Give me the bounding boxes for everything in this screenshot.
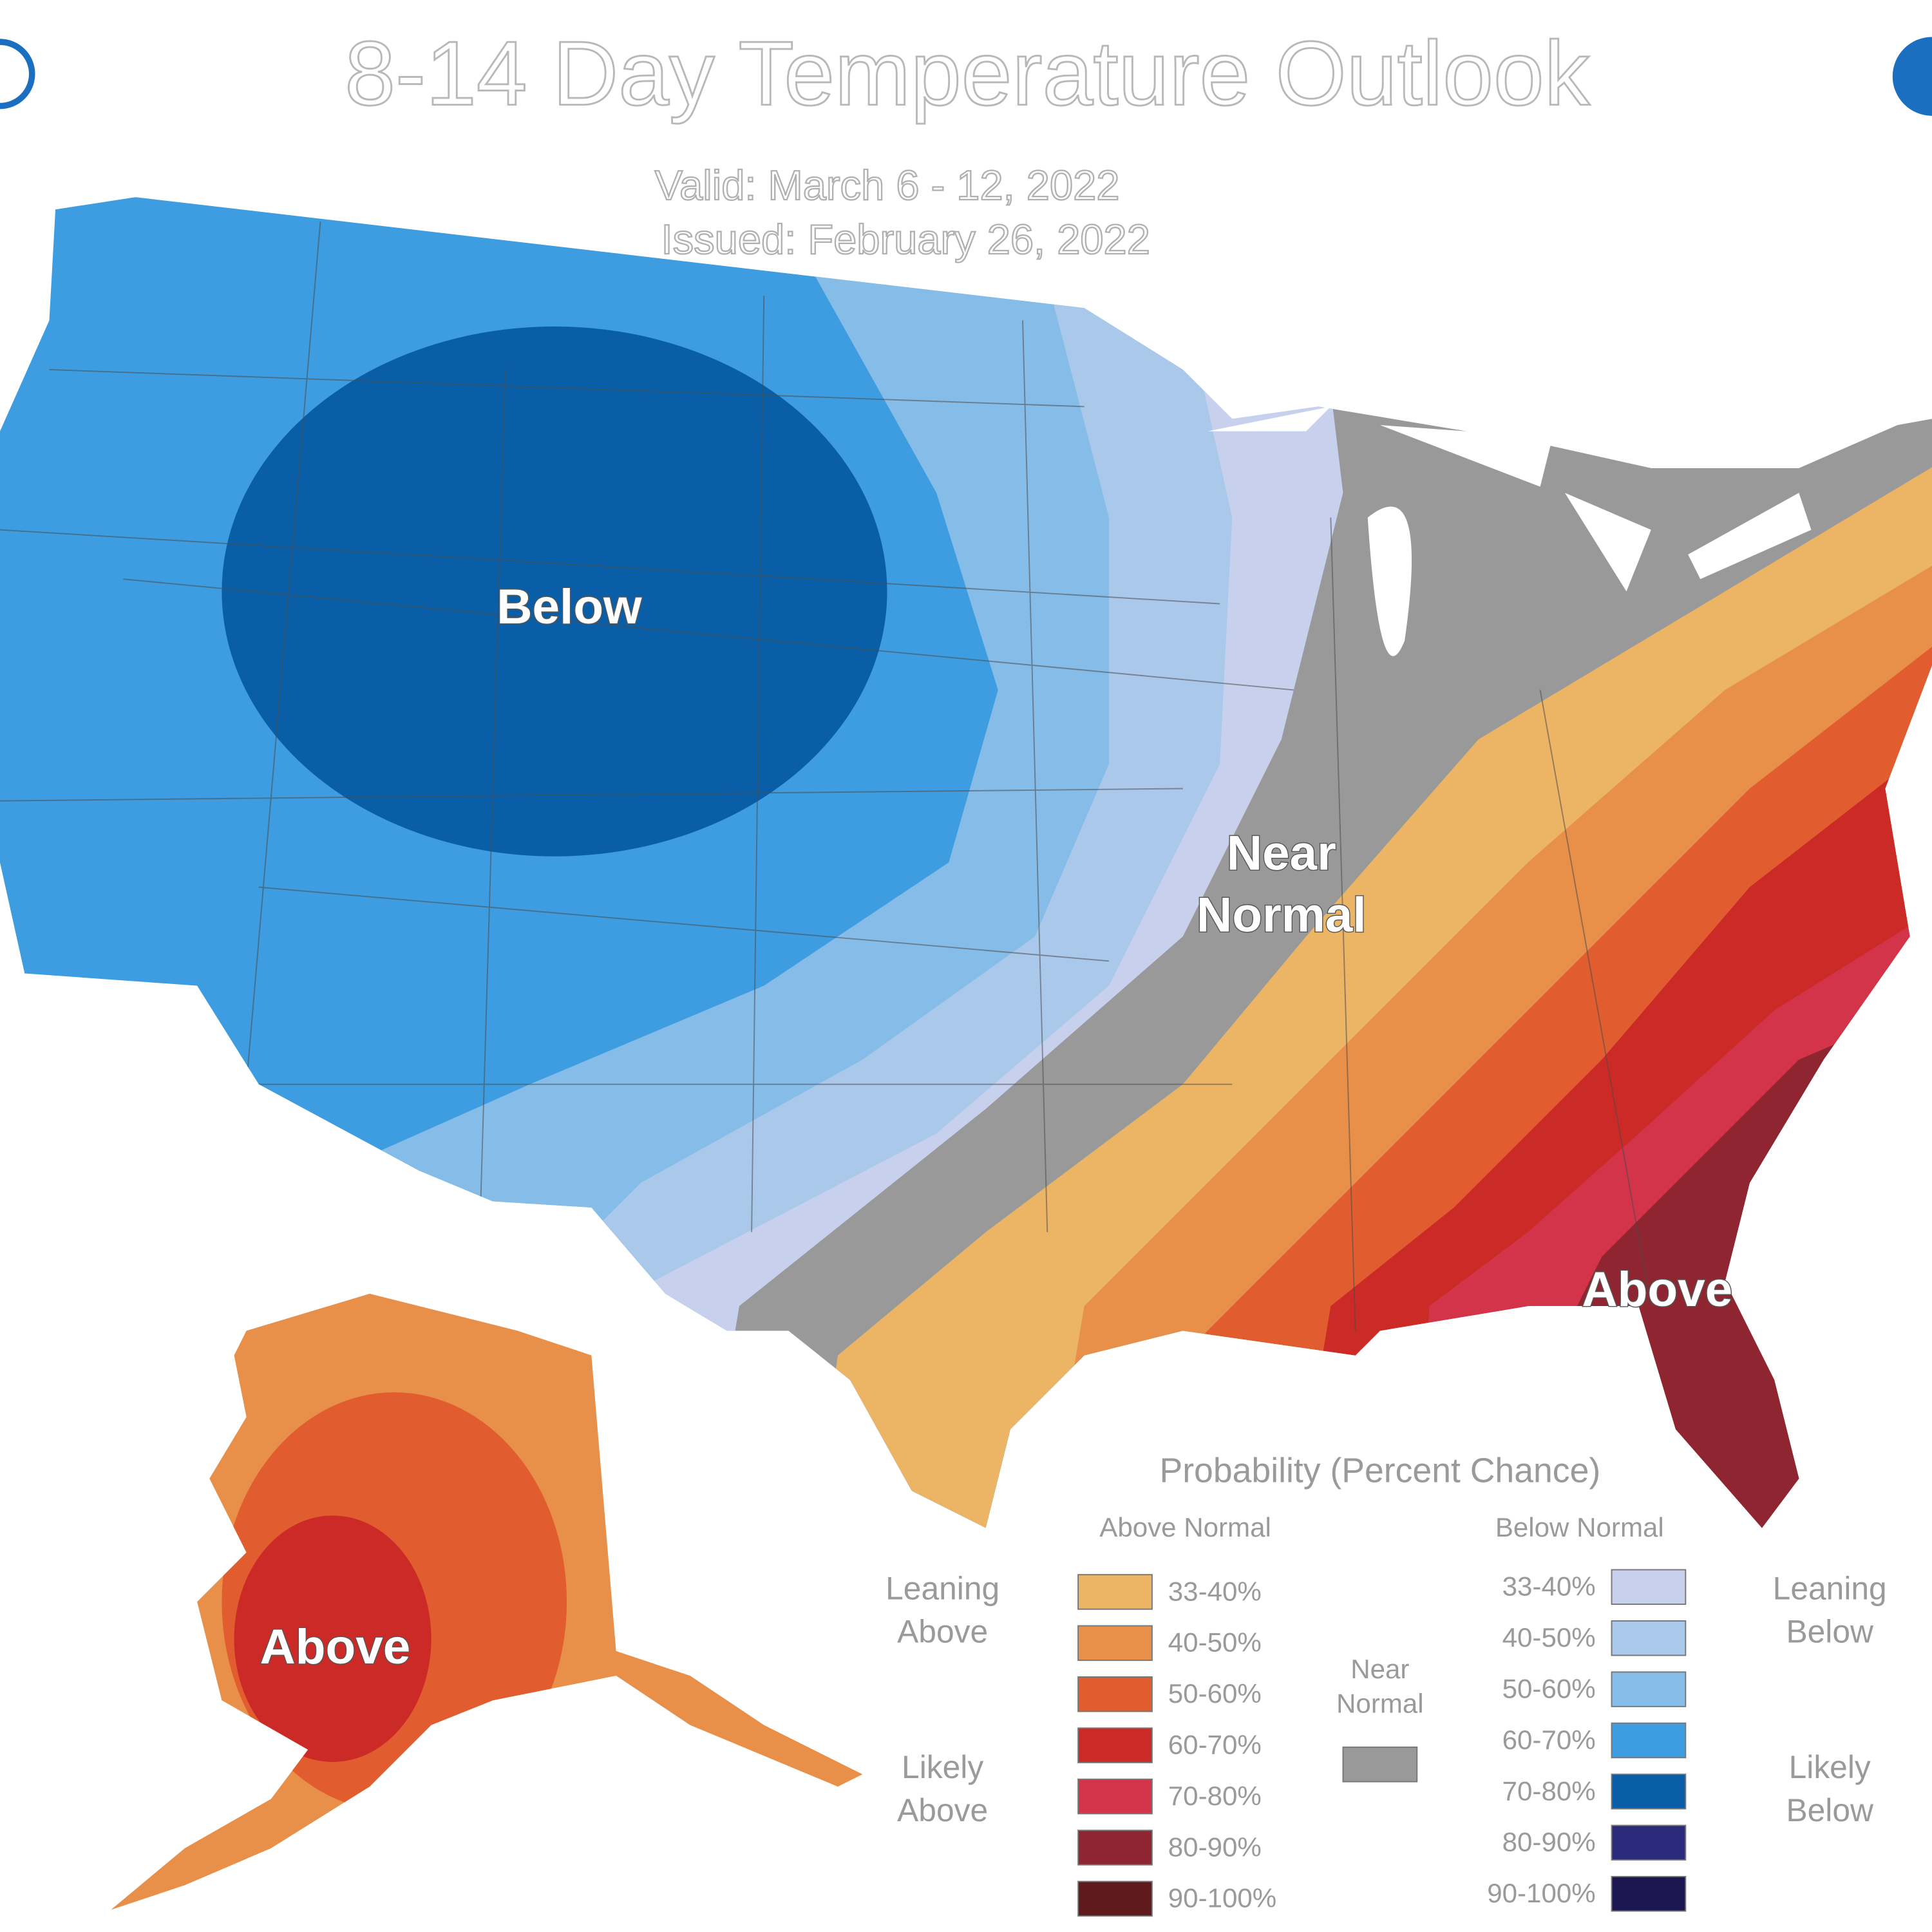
legend-swatch <box>1077 1625 1153 1662</box>
legend-group: Above <box>897 1792 988 1828</box>
legend-swatch <box>1077 1880 1153 1917</box>
legend-label: 90-100% <box>1487 1878 1595 1908</box>
legend-group: Leaning <box>886 1570 999 1606</box>
legend-label: 80-90% <box>1168 1832 1262 1862</box>
legend-label: 50-60% <box>1168 1678 1262 1709</box>
map-label: Above <box>1582 1262 1732 1317</box>
legend-near: Normal <box>1336 1688 1424 1718</box>
legend-title: Probability (Percent Chance) <box>1159 1452 1600 1490</box>
legend-swatch <box>1611 1569 1687 1605</box>
map-label: Near <box>1227 826 1336 881</box>
logo-right <box>1892 37 1932 116</box>
legend-label: 50-60% <box>1502 1673 1596 1703</box>
legend-swatch <box>1611 1671 1687 1707</box>
legend-header: Below Normal <box>1495 1512 1664 1542</box>
legend-label: 60-70% <box>1502 1725 1596 1755</box>
alaska <box>111 1293 863 1910</box>
legend-label: 40-50% <box>1168 1627 1262 1658</box>
legend-near: Near <box>1350 1654 1409 1684</box>
legend-label: 70-80% <box>1168 1781 1262 1811</box>
legend-label: 33-40% <box>1502 1571 1596 1602</box>
issued-date: Issued: February 26, 2022 <box>661 216 1150 263</box>
legend-label: 60-70% <box>1168 1730 1262 1760</box>
legend-label: 70-80% <box>1502 1776 1596 1806</box>
legend-swatch <box>1611 1824 1687 1861</box>
legend-label: 80-90% <box>1502 1827 1596 1857</box>
legend-group: Likely <box>902 1749 983 1785</box>
legend-label: 40-50% <box>1502 1622 1596 1653</box>
legend-swatch <box>1077 1778 1153 1815</box>
legend-group: Below <box>1786 1613 1874 1649</box>
logo-left <box>0 39 35 109</box>
legend-group: Above <box>897 1613 988 1649</box>
great-lakes <box>1208 406 1812 656</box>
legend-swatch <box>1077 1727 1153 1763</box>
title: 8-14 Day Temperature Outlook <box>345 23 1589 125</box>
map-label: Above <box>260 1620 410 1674</box>
legend-label: 33-40% <box>1168 1576 1262 1606</box>
map-label: Below <box>497 580 642 634</box>
legend-swatch <box>1611 1620 1687 1656</box>
legend-swatch <box>1077 1676 1153 1712</box>
legend-label: 90-100% <box>1168 1883 1276 1913</box>
valid-dates: Valid: March 6 - 12, 2022 <box>655 162 1120 209</box>
legend-swatch <box>1077 1574 1153 1610</box>
legend-swatch <box>1077 1830 1153 1866</box>
legend-group: Below <box>1786 1792 1874 1828</box>
legend: Probability (Percent Chance) Above Norma… <box>886 1452 1887 1917</box>
legend-swatch <box>1611 1875 1687 1912</box>
map-label: Normal <box>1197 887 1367 942</box>
legend-swatch <box>1611 1722 1687 1759</box>
legend-swatch <box>1342 1747 1418 1783</box>
legend-group: Leaning <box>1773 1570 1887 1606</box>
legend-group: Likely <box>1789 1749 1871 1785</box>
legend-swatch <box>1611 1774 1687 1810</box>
legend-header: Above Normal <box>1099 1512 1271 1542</box>
